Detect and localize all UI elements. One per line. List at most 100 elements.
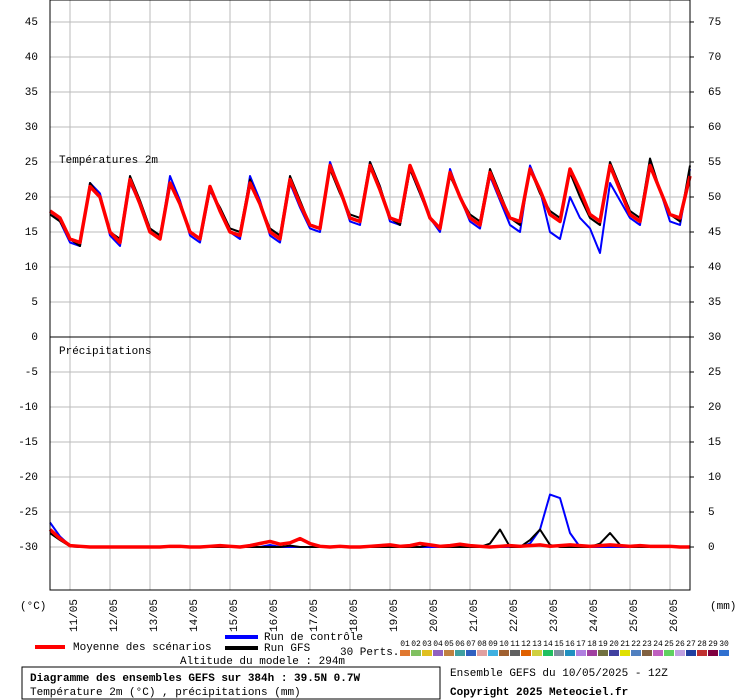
member-swatch — [675, 650, 685, 656]
member-label: 30 — [719, 640, 729, 649]
y-tick-label: 0 — [31, 332, 38, 344]
x-tick-label: 26/05 — [669, 599, 681, 632]
member-swatch — [587, 650, 597, 656]
legend-label: Moyenne des scénarios — [73, 642, 212, 654]
member-label: 04 — [433, 640, 443, 649]
series-line — [48, 163, 692, 245]
box-subtitle: Température 2m (°C) , précipitations (mm… — [30, 687, 301, 699]
member-label: 03 — [422, 640, 432, 649]
member-label: 20 — [609, 640, 619, 649]
y-tick-label: -10 — [18, 402, 38, 414]
y2-tick-label: 70 — [708, 52, 721, 64]
y-tick-label: 30 — [25, 122, 38, 134]
x-tick-label: 17/05 — [309, 599, 321, 632]
member-swatch — [642, 650, 652, 656]
member-swatch — [543, 650, 553, 656]
member-swatch — [532, 650, 542, 656]
x-tick-label: 20/05 — [429, 599, 441, 632]
member-label: 05 — [444, 640, 454, 649]
x-tick-label: 23/05 — [549, 599, 561, 632]
member-label: 07 — [466, 640, 476, 649]
x-tick-label: 18/05 — [349, 599, 361, 632]
member-label: 10 — [499, 640, 509, 649]
member-swatch — [565, 650, 575, 656]
y2-tick-label: 30 — [708, 332, 721, 344]
y2-tick-label: 5 — [708, 507, 715, 519]
member-label: 25 — [664, 640, 674, 649]
member-label: 29 — [708, 640, 718, 649]
member-swatch — [466, 650, 476, 656]
member-swatch — [422, 650, 432, 656]
member-label: 19 — [598, 640, 608, 649]
y2-tick-label: 10 — [708, 472, 721, 484]
member-label: 01 — [400, 640, 410, 649]
y2-tick-label: 0 — [708, 542, 715, 554]
y-tick-label: -25 — [18, 507, 38, 519]
x-tick-label: 19/05 — [389, 599, 401, 632]
y-tick-label: 35 — [25, 87, 38, 99]
y-tick-label: -15 — [18, 437, 38, 449]
member-label: 22 — [631, 640, 641, 649]
member-label: 13 — [532, 640, 542, 649]
legend-label: Run de contrôle — [264, 632, 363, 644]
member-label: 09 — [488, 640, 498, 649]
series-line — [49, 157, 691, 247]
y-tick-label: 20 — [25, 192, 38, 204]
member-label: 02 — [411, 640, 421, 649]
y2-tick-label: 25 — [708, 367, 721, 379]
member-label: 11 — [510, 640, 520, 649]
x-tick-label: 13/05 — [149, 599, 161, 632]
member-label: 28 — [697, 640, 707, 649]
member-label: 18 — [587, 640, 597, 649]
y-tick-label: 25 — [25, 157, 38, 169]
member-swatch — [686, 650, 696, 656]
member-swatch — [697, 650, 707, 656]
y2-tick-label: 45 — [708, 227, 721, 239]
member-label: 14 — [543, 640, 553, 649]
member-label: 17 — [576, 640, 586, 649]
member-swatch — [620, 650, 630, 656]
y-tick-label: 40 — [25, 52, 38, 64]
member-swatch — [719, 650, 729, 656]
member-swatch — [653, 650, 663, 656]
member-swatch — [554, 650, 564, 656]
member-swatch — [664, 650, 674, 656]
y-axis-label: (°C) — [20, 601, 46, 613]
copyright: Copyright 2025 Meteociel.fr — [450, 687, 628, 699]
y2-tick-label: 55 — [708, 157, 721, 169]
box-title: Diagramme des ensembles GEFS sur 384h : … — [30, 673, 360, 685]
y-tick-label: -20 — [18, 472, 38, 484]
member-swatch — [598, 650, 608, 656]
member-label: 24 — [653, 640, 663, 649]
altitude: Altitude du modele : 294m — [180, 656, 345, 668]
x-tick-label: 15/05 — [229, 599, 241, 632]
legend-label: Run GFS — [264, 643, 311, 655]
y-tick-label: 5 — [31, 297, 38, 309]
x-tick-label: 11/05 — [69, 599, 81, 632]
x-tick-label: 12/05 — [109, 599, 121, 632]
y2-tick-label: 65 — [708, 87, 721, 99]
x-tick-label: 14/05 — [189, 599, 201, 632]
member-swatch — [609, 650, 619, 656]
y-tick-label: -30 — [18, 542, 38, 554]
member-label: 12 — [521, 640, 531, 649]
member-swatch — [444, 650, 454, 656]
y-tick-label: 15 — [25, 227, 38, 239]
member-label: 15 — [554, 640, 564, 649]
member-swatch — [510, 650, 520, 656]
member-swatch — [521, 650, 531, 656]
member-swatch — [488, 650, 498, 656]
member-swatch — [433, 650, 443, 656]
plot-frame — [49, 0, 691, 591]
legend-label: 30 Perts. — [340, 647, 399, 659]
member-swatch — [455, 650, 465, 656]
y2-tick-label: 35 — [708, 297, 721, 309]
y2-tick-label: 60 — [708, 122, 721, 134]
run-info: Ensemble GEFS du 10/05/2025 - 12Z — [450, 668, 668, 680]
member-label: 23 — [642, 640, 652, 649]
info-box — [21, 666, 441, 700]
y-tick-label: 10 — [25, 262, 38, 274]
member-swatch — [576, 650, 586, 656]
member-swatch — [499, 650, 509, 656]
